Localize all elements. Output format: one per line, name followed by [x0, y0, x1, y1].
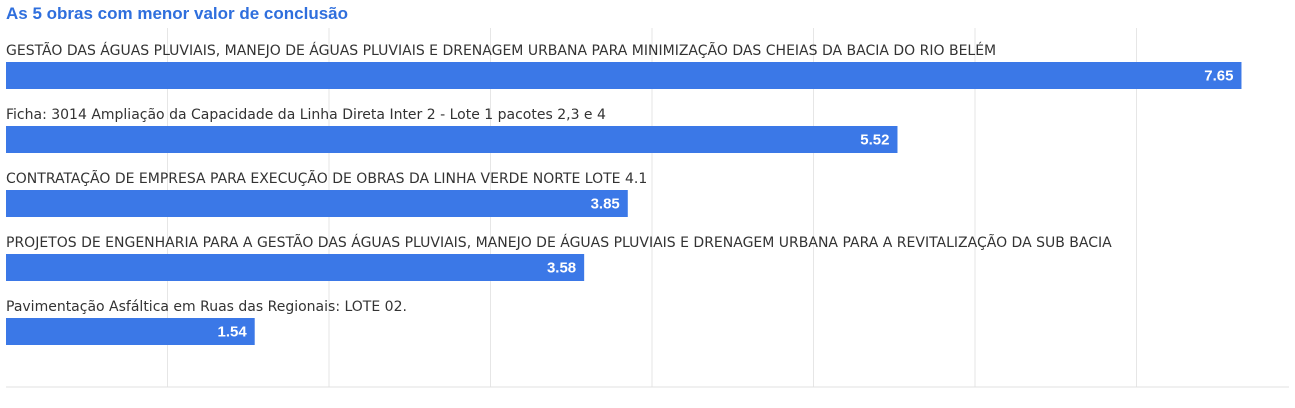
- bar[interactable]: [6, 126, 898, 153]
- bar[interactable]: [6, 318, 255, 345]
- category-label: PROJETOS DE ENGENHARIA PARA A GESTÃO DAS…: [6, 234, 1112, 251]
- value-label: 1.54: [218, 324, 248, 341]
- value-label: 3.58: [547, 260, 576, 277]
- value-label: 7.65: [1204, 68, 1233, 85]
- bar[interactable]: [6, 62, 1242, 89]
- bar[interactable]: [6, 254, 585, 281]
- category-label: Pavimentação Asfáltica em Ruas das Regio…: [6, 299, 407, 315]
- chart-title: As 5 obras com menor valor de conclusão: [6, 4, 349, 23]
- category-label: GESTÃO DAS ÁGUAS PLUVIAIS, MANEJO DE ÁGU…: [6, 42, 996, 59]
- category-label: CONTRATAÇÃO DE EMPRESA PARA EXECUÇÃO DE …: [6, 170, 647, 187]
- value-label: 3.85: [591, 196, 620, 213]
- category-label: Ficha: 3014 Ampliação da Capacidade da L…: [6, 107, 606, 123]
- bar[interactable]: [6, 190, 628, 217]
- value-label: 5.52: [860, 132, 889, 149]
- bars: GESTÃO DAS ÁGUAS PLUVIAIS, MANEJO DE ÁGU…: [6, 42, 1242, 345]
